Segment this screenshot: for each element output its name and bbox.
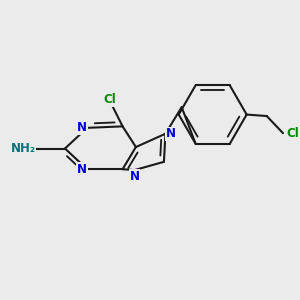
Text: Cl: Cl: [103, 93, 116, 106]
Text: NH₂: NH₂: [11, 142, 35, 155]
Text: N: N: [77, 121, 87, 134]
Text: N: N: [77, 163, 87, 176]
Text: N: N: [129, 170, 140, 183]
Text: N: N: [165, 127, 176, 140]
Text: Cl: Cl: [286, 127, 299, 140]
